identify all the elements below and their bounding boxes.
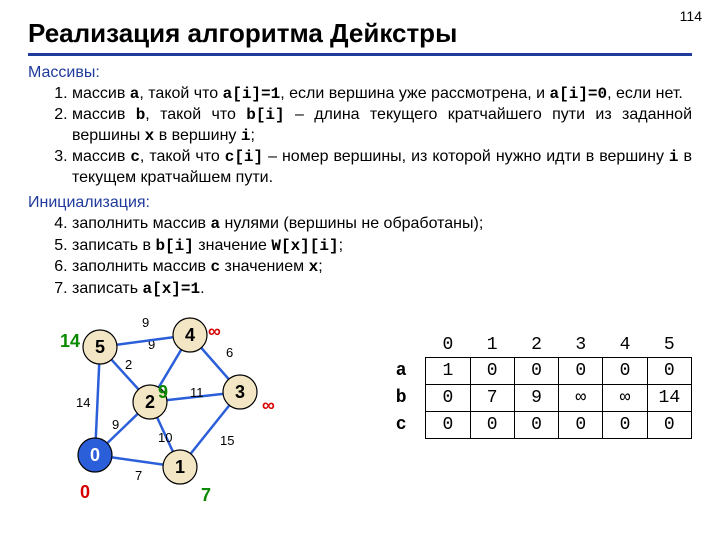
cell: 0 — [470, 358, 514, 385]
init-item: заполнить массив c значением x; — [72, 257, 692, 277]
cell: 0 — [514, 358, 558, 385]
node-distance-label: ∞ — [208, 321, 221, 342]
edge-weight: 6 — [226, 345, 233, 360]
edge-weight: 2 — [125, 357, 132, 372]
edge-weight: 9 — [112, 417, 119, 432]
row-label: a — [383, 358, 426, 385]
col-header: 4 — [603, 333, 647, 358]
edge-weight: 7 — [135, 468, 142, 483]
cell: ∞ — [603, 385, 647, 412]
edge-weight: 15 — [220, 433, 234, 448]
cell: 0 — [470, 412, 514, 439]
cell: 1 — [426, 358, 470, 385]
cell: 0 — [559, 412, 603, 439]
arrays-item: массив b, такой что b[i] – длина текущег… — [72, 105, 692, 146]
graph: 79141015112969012345 07914∞∞ — [40, 307, 300, 487]
init-label: Инициализация: — [28, 194, 692, 212]
graph-node-label: 4 — [185, 325, 195, 345]
graph-node-label: 5 — [95, 337, 105, 357]
cell: 0 — [426, 385, 470, 412]
cell: 0 — [426, 412, 470, 439]
cell: 7 — [470, 385, 514, 412]
edge-weight: 10 — [158, 430, 172, 445]
edge-weight: 14 — [76, 395, 90, 410]
init-item: заполнить массив a нулями (вершины не об… — [72, 214, 692, 234]
node-distance-label: 7 — [201, 485, 211, 506]
col-header: 2 — [514, 333, 558, 358]
graph-node-label: 3 — [235, 382, 245, 402]
node-distance-label: ∞ — [262, 395, 275, 416]
cell: 0 — [603, 358, 647, 385]
title-rule — [28, 53, 692, 56]
node-distance-label: 0 — [80, 482, 90, 503]
state-table: 012345a100000b079∞∞14c000000 — [383, 333, 692, 439]
graph-node-label: 0 — [90, 445, 100, 465]
col-header: 3 — [559, 333, 603, 358]
col-header: 5 — [647, 333, 691, 358]
row-label: c — [383, 412, 426, 439]
cell: ∞ — [559, 385, 603, 412]
init-item: записать a[x]=1. — [72, 279, 692, 299]
graph-node-label: 1 — [175, 457, 185, 477]
arrays-item: массив c, такой что c[i] – номер вершины… — [72, 147, 692, 188]
cell: 0 — [559, 358, 603, 385]
init-list: заполнить массив a нулями (вершины не об… — [28, 214, 692, 299]
node-distance-label: 9 — [158, 382, 168, 403]
edge-weight: 9 — [142, 315, 149, 330]
graph-node-label: 2 — [145, 392, 155, 412]
cell: 0 — [514, 412, 558, 439]
node-distance-label: 14 — [60, 331, 80, 352]
page-title: Реализация алгоритма Дейкстры — [28, 18, 692, 49]
page-number: 114 — [680, 8, 702, 24]
cell: 0 — [603, 412, 647, 439]
row-label: b — [383, 385, 426, 412]
cell: 14 — [647, 385, 691, 412]
cell: 9 — [514, 385, 558, 412]
edge-weight: 11 — [190, 385, 204, 400]
arrays-list: массив a, такой что a[i]=1, если вершина… — [28, 84, 692, 188]
cell: 0 — [647, 358, 691, 385]
init-item: записать в b[i] значение W[x][i]; — [72, 236, 692, 256]
arrays-label: Массивы: — [28, 64, 692, 82]
cell: 0 — [647, 412, 691, 439]
arrays-item: массив a, такой что a[i]=1, если вершина… — [72, 84, 692, 104]
col-header: 1 — [470, 333, 514, 358]
col-header: 0 — [426, 333, 470, 358]
